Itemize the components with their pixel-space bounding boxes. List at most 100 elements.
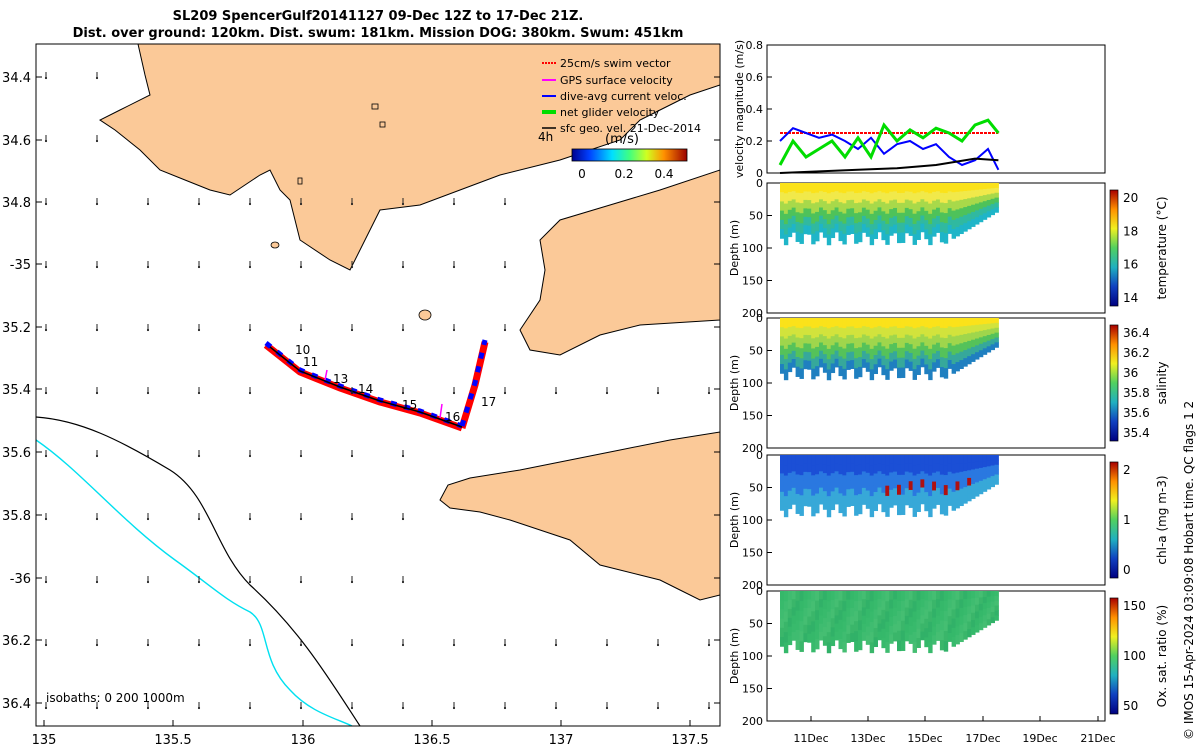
section-cell	[826, 369, 832, 381]
sfc-velocity-arrow-head	[452, 328, 456, 332]
section-cell	[873, 455, 878, 465]
section-cell	[936, 334, 941, 344]
sfc-velocity-arrow-head	[350, 454, 354, 458]
section-cell	[830, 318, 836, 328]
section-cell	[877, 318, 882, 327]
section-cell	[955, 218, 960, 228]
section-cell	[939, 357, 945, 368]
section-cell	[939, 183, 945, 194]
section-cell	[936, 191, 941, 200]
section-cell	[908, 326, 914, 336]
section-cell	[963, 223, 968, 232]
section-cell	[830, 345, 836, 355]
section-cell	[994, 342, 999, 348]
sfc-velocity-arrow-head	[44, 517, 48, 521]
section-cell	[826, 193, 832, 205]
section-cell	[936, 599, 941, 608]
section-cell	[826, 632, 832, 643]
section-cell	[819, 318, 824, 327]
section-cell	[959, 624, 964, 634]
section-cell	[858, 610, 863, 621]
section-cell	[932, 227, 937, 237]
section-cell	[982, 615, 988, 622]
sfc-velocity-arrow-head	[299, 580, 303, 584]
section-cell	[858, 357, 863, 368]
section-cell	[994, 455, 999, 461]
section-cell	[783, 328, 789, 340]
section-cell	[959, 488, 964, 498]
section-cell	[963, 199, 968, 208]
section-cell	[986, 619, 992, 626]
section-cell	[978, 318, 984, 325]
section-cell	[936, 318, 941, 327]
section-cell	[955, 635, 960, 645]
section-cell	[920, 479, 925, 489]
section-cell	[838, 365, 843, 377]
section-cell	[990, 198, 995, 205]
section-cell	[904, 455, 910, 464]
section-cell	[838, 619, 843, 630]
section-cell	[947, 183, 953, 192]
section-colorbar	[1109, 597, 1119, 715]
section-cell	[943, 183, 949, 194]
section-cell	[873, 637, 878, 648]
section-cell	[799, 495, 804, 506]
section-cell	[900, 630, 906, 642]
section-cell	[877, 191, 882, 200]
lat-tick-label: 35.6	[2, 446, 31, 461]
section-cell	[982, 591, 988, 598]
section-cell	[877, 495, 882, 505]
section-cell	[869, 183, 875, 194]
section-cell	[986, 483, 992, 490]
section-cell	[928, 611, 933, 623]
section-cell	[971, 211, 976, 220]
section-cell	[791, 479, 797, 489]
section-cell	[873, 318, 878, 328]
section-cell	[990, 460, 995, 467]
section-cell	[869, 213, 875, 225]
section-cell	[900, 474, 906, 486]
sfc-velocity-arrow-head	[452, 706, 456, 710]
section-cell	[830, 627, 836, 637]
section-cell	[787, 626, 793, 637]
section-cell	[982, 213, 988, 220]
section-cell	[947, 488, 953, 498]
section-cell	[924, 473, 929, 484]
section-cell	[916, 192, 921, 203]
section-cell	[963, 487, 968, 496]
section-cell	[834, 631, 839, 641]
section-cell	[877, 358, 882, 368]
vel-tick-label: 0	[756, 167, 763, 180]
section-cell	[787, 591, 793, 601]
section-cell	[971, 346, 976, 355]
section-cell	[791, 224, 797, 233]
section-cell	[939, 192, 945, 204]
legend-swim-vector: 25cm/s swim vector	[560, 57, 671, 70]
section-cell	[982, 201, 988, 208]
section-cell	[904, 334, 910, 344]
section-cell	[959, 463, 964, 473]
section-cell	[900, 357, 906, 369]
section-cell	[986, 471, 992, 479]
section-cell	[854, 601, 859, 612]
section-cell	[838, 455, 843, 466]
section-cell	[990, 606, 995, 613]
section-cell	[897, 192, 902, 204]
section-cell	[881, 638, 886, 649]
section-cell	[830, 473, 836, 483]
colorbar-tick-label: 0	[1123, 563, 1131, 577]
section-cell	[822, 609, 828, 619]
section-cell	[822, 318, 828, 328]
section-cell	[854, 611, 859, 622]
section-cell	[904, 624, 910, 634]
map-longitude-ticks: 135 135.5 136 136.5 137 137.5	[32, 720, 709, 748]
section-cell	[990, 612, 995, 618]
section-cell	[826, 591, 832, 602]
section-cell	[826, 496, 832, 507]
section-cell	[830, 336, 836, 346]
section-cell	[951, 354, 956, 365]
section-cell	[928, 632, 933, 643]
section-cell	[799, 338, 804, 349]
section-cell	[982, 621, 988, 628]
day-label: 16	[445, 410, 460, 424]
